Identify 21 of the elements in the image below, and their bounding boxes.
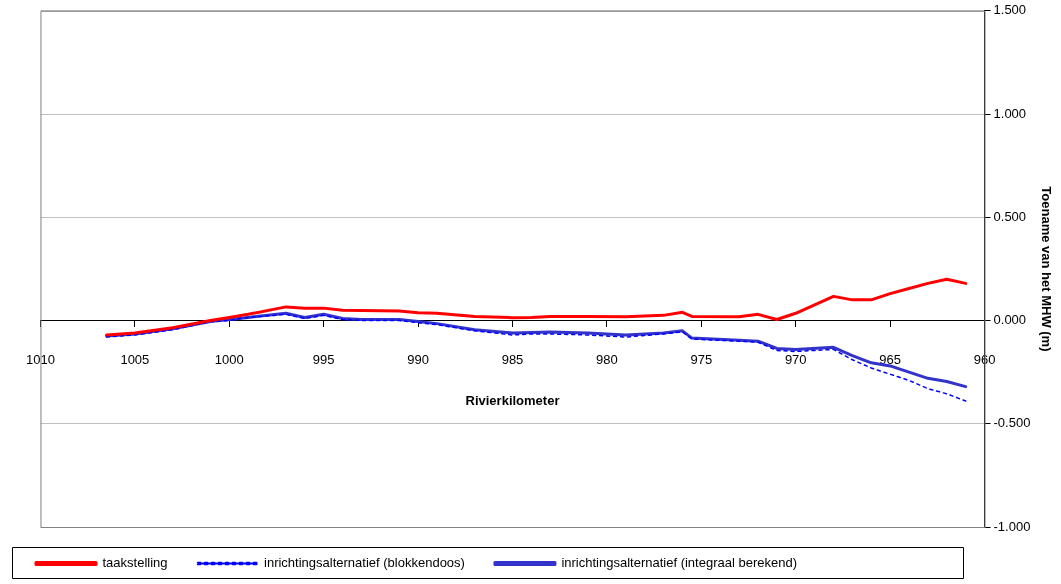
legend-label: inrichtingsalternatief (integraal berekend) (561, 555, 797, 571)
x-tick-label: 965 (879, 351, 901, 367)
y-tick-label: 1.500 (993, 2, 1027, 18)
x-tick-label: 995 (312, 351, 335, 367)
y-tick-label: -0.500 (993, 415, 1031, 431)
y-tick-label: 0.500 (993, 208, 1027, 224)
x-tick-label: 975 (690, 351, 713, 367)
x-axis-title: Rivierkilometer (465, 393, 560, 409)
x-tick-label: 985 (501, 351, 524, 367)
y-tick-label: -1.000 (993, 518, 1031, 534)
y-axis-title: Toename van het MHW (m) (1038, 186, 1054, 352)
x-tick-label: 990 (407, 351, 429, 367)
x-tick-label: 970 (784, 351, 807, 367)
legend-label: taakstelling (102, 555, 168, 571)
x-tick-label: 1010 (26, 351, 55, 367)
legend-label: inrichtingsalternatief (blokkendoos) (264, 555, 465, 571)
x-tick-label: 1005 (120, 351, 150, 367)
x-tick-label: 980 (596, 351, 618, 367)
x-tick-label: 1000 (214, 351, 244, 367)
y-tick-label: 0.000 (993, 312, 1027, 328)
y-tick-label: 1.000 (993, 105, 1027, 121)
